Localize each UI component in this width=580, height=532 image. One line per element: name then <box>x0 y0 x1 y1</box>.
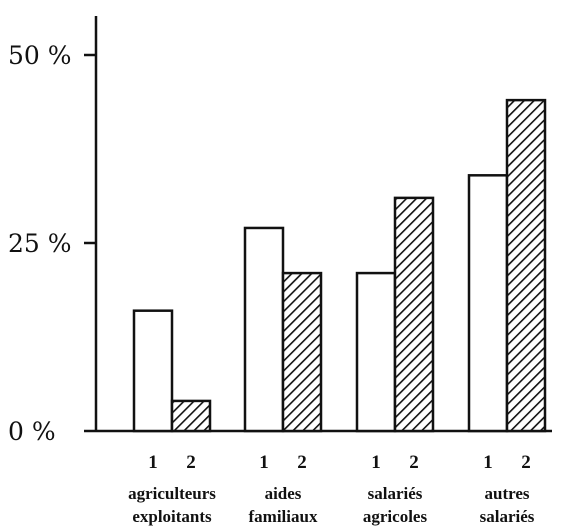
bar-3-series-1 <box>355 271 397 433</box>
bar-1-series-2 <box>170 399 212 433</box>
category-label: autres <box>484 484 529 503</box>
category-label: salariés <box>368 484 423 503</box>
series-number-label: 2 <box>186 452 196 473</box>
y-tick-label: 25 % <box>8 229 72 258</box>
series-number-label: 1 <box>371 452 381 473</box>
category-label: aides <box>265 484 302 503</box>
y-tick-label: 50 % <box>8 41 72 70</box>
bar-3-series-2 <box>393 196 435 433</box>
series-number-label: 2 <box>521 452 531 473</box>
series-number-label: 1 <box>148 452 158 473</box>
bar-2-series-1 <box>243 226 285 433</box>
category-label: agricoles <box>363 507 428 526</box>
bar-2-series-2 <box>281 271 323 433</box>
y-tick-label: 0 % <box>8 417 56 446</box>
category-label: familiaux <box>249 507 318 526</box>
bar-4-series-2 <box>505 98 547 433</box>
bar-1-series-1 <box>132 309 174 433</box>
series-number-label: 2 <box>409 452 419 473</box>
series-number-label: 1 <box>259 452 269 473</box>
series-number-label: 1 <box>483 452 493 473</box>
category-label: agriculteurs <box>128 484 216 503</box>
bar-4-series-1 <box>467 174 509 433</box>
category-label: salariés <box>480 507 535 526</box>
category-label: exploitants <box>132 507 212 526</box>
series-number-label: 2 <box>297 452 307 473</box>
